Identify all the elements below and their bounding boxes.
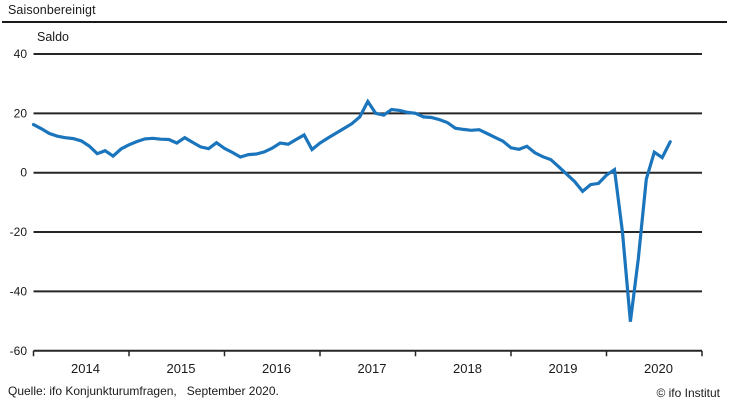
data-line: [31, 98, 672, 322]
x-tick-label-2014: 2014: [71, 361, 100, 376]
y-tick-label: 20: [14, 106, 28, 120]
y-tick-label: -60: [10, 344, 28, 358]
y-tick-label: 0: [20, 166, 27, 180]
y-tick-label: -20: [10, 225, 28, 239]
x-tick-label-2016: 2016: [262, 361, 291, 376]
y-axis-unit-label: Saldo: [37, 30, 69, 44]
header-rule: [2, 21, 727, 23]
x-tick-label-2017: 2017: [358, 361, 387, 376]
y-tick-label: -40: [10, 284, 28, 298]
x-tick-label-2019: 2019: [549, 361, 578, 376]
copyright-note: © ifo Institut: [656, 386, 720, 400]
chart-title: Saisonbereinigt: [8, 3, 96, 17]
x-tick-label-2018: 2018: [453, 361, 482, 376]
source-note: Quelle: ifo Konjunkturumfragen, Septembe…: [8, 384, 279, 398]
x-tick-label-2020: 2020: [644, 361, 673, 376]
y-tick-label: 40: [14, 47, 28, 61]
x-tick-label-2015: 2015: [167, 361, 196, 376]
